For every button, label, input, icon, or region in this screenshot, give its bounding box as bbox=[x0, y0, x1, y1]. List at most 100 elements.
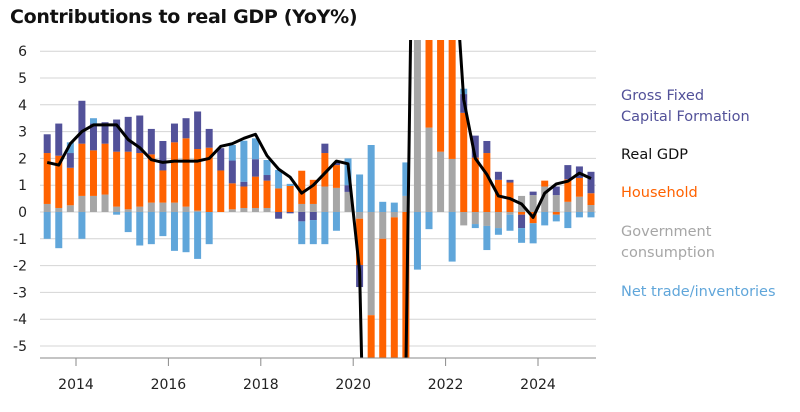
x-tick-label: 2014 bbox=[58, 377, 94, 393]
bar-segment-household bbox=[43, 153, 51, 204]
bar-segment-gross-fixed-capital-formation bbox=[66, 153, 74, 168]
bar-segment-household bbox=[564, 179, 572, 202]
bar-segment-net-trade-inventories bbox=[356, 174, 364, 212]
legend-household: Household bbox=[621, 183, 698, 204]
y-tick-label: -5 bbox=[13, 339, 27, 355]
bar-segment-gross-fixed-capital-formation bbox=[101, 122, 109, 144]
bar-segment-net-trade-inventories bbox=[575, 212, 583, 218]
real-gdp-line bbox=[46, 40, 592, 358]
bar-segment-government-consumption bbox=[506, 212, 514, 215]
bar-segment-gross-fixed-capital-formation bbox=[136, 115, 144, 154]
bar-segment-household bbox=[437, 40, 445, 152]
bar-segment-gross-fixed-capital-formation bbox=[43, 134, 51, 154]
bar-segment-household bbox=[471, 157, 479, 212]
bar-segment-household bbox=[518, 212, 526, 215]
legend-label-line: Government bbox=[621, 224, 712, 240]
legend-label-line: consumption bbox=[621, 245, 715, 261]
bar-segment-gross-fixed-capital-formation bbox=[344, 185, 352, 192]
bar-segment-government-consumption bbox=[170, 202, 178, 212]
bar-segment-household bbox=[332, 165, 340, 188]
bar-segment-net-trade-inventories bbox=[413, 212, 421, 270]
y-tick-label: 0 bbox=[18, 205, 27, 221]
bar-segment-gross-fixed-capital-formation bbox=[506, 179, 514, 183]
bar-segment-government-consumption bbox=[344, 191, 352, 212]
bar-segment-government-consumption bbox=[159, 202, 167, 212]
bar-segment-government-consumption bbox=[78, 195, 86, 212]
y-tick-label: -2 bbox=[13, 259, 27, 275]
y-tick-label: 4 bbox=[18, 98, 27, 114]
bar-segment-gross-fixed-capital-formation bbox=[217, 148, 225, 171]
bar-segment-household bbox=[170, 142, 178, 203]
bar-segment-net-trade-inventories bbox=[124, 212, 132, 233]
bar-segment-gross-fixed-capital-formation bbox=[78, 100, 86, 144]
x-axis: 2014 2016 2018 2020 2022 2024 bbox=[40, 357, 596, 393]
bar-segment-household bbox=[298, 170, 306, 204]
bar-segment-government-consumption bbox=[55, 207, 63, 212]
bar-segment-gross-fixed-capital-formation bbox=[113, 119, 121, 152]
bar-segment-gross-fixed-capital-formation bbox=[587, 171, 595, 194]
gridlines bbox=[40, 50, 596, 347]
bar-segment-net-trade-inventories bbox=[332, 212, 340, 231]
legend-real-gdp: Real GDP bbox=[621, 145, 688, 166]
bar-segment-net-trade-inventories bbox=[147, 212, 155, 245]
bars bbox=[43, 40, 595, 402]
bar-segment-household bbox=[89, 150, 97, 196]
bar-segment-government-consumption bbox=[101, 194, 109, 212]
bar-segment-government-consumption bbox=[43, 203, 51, 212]
bar-segment-government-consumption bbox=[587, 205, 595, 212]
legend-label-line: Capital Formation bbox=[621, 109, 750, 125]
bar-segment-net-trade-inventories bbox=[494, 228, 502, 235]
bar-segment-government-consumption bbox=[309, 203, 317, 212]
bar-segment-net-trade-inventories bbox=[471, 224, 479, 229]
bar-segment-government-consumption bbox=[147, 202, 155, 212]
bar-segment-household bbox=[66, 167, 74, 206]
bar-segment-household bbox=[124, 151, 132, 210]
bar-segment-government-consumption bbox=[298, 203, 306, 212]
bar-segment-government-consumption bbox=[529, 195, 537, 212]
bar-segment-government-consumption bbox=[332, 187, 340, 212]
bar-segment-household bbox=[460, 112, 468, 212]
bar-segment-household bbox=[251, 176, 259, 208]
bar-segment-government-consumption bbox=[552, 195, 560, 212]
bar-segment-government-consumption bbox=[390, 212, 398, 218]
bar-segment-household bbox=[356, 218, 364, 266]
bar-segment-government-consumption bbox=[494, 212, 502, 229]
bar-segment-household bbox=[228, 183, 236, 210]
bar-segment-government-consumption bbox=[425, 127, 433, 212]
bar-segment-government-consumption bbox=[564, 201, 572, 212]
bar-segment-net-trade-inventories bbox=[78, 212, 86, 239]
bar-segment-net-trade-inventories bbox=[552, 214, 560, 222]
bar-segment-gross-fixed-capital-formation bbox=[251, 159, 259, 177]
bar-segment-government-consumption bbox=[66, 205, 74, 212]
bar-segment-gross-fixed-capital-formation bbox=[321, 143, 329, 154]
bar-segment-gross-fixed-capital-formation bbox=[240, 181, 248, 187]
bar-segment-gross-fixed-capital-formation bbox=[483, 140, 491, 154]
bar-segment-government-consumption bbox=[448, 158, 456, 212]
bar-segment-net-trade-inventories bbox=[170, 212, 178, 251]
bar-segment-gross-fixed-capital-formation bbox=[518, 214, 526, 229]
bar-segment-gross-fixed-capital-formation bbox=[182, 118, 190, 139]
legend-government-consumption: Government consumption bbox=[621, 222, 715, 264]
bar-segment-government-consumption bbox=[379, 212, 387, 239]
bar-segment-gross-fixed-capital-formation bbox=[391, 378, 398, 402]
bar-segment-household bbox=[113, 151, 121, 207]
bar-segment-government-consumption bbox=[136, 206, 144, 212]
legend-net-trade: Net trade/inventories bbox=[621, 282, 776, 303]
bar-segment-net-trade-inventories bbox=[66, 142, 74, 154]
bar-segment-government-consumption bbox=[541, 186, 549, 212]
bar-segment-net-trade-inventories bbox=[309, 220, 317, 245]
bar-segment-gross-fixed-capital-formation bbox=[263, 175, 271, 181]
legend-label-line: Real GDP bbox=[621, 147, 689, 163]
bar-segment-household bbox=[101, 143, 109, 195]
y-tick-label: -3 bbox=[13, 285, 27, 301]
bar-segment-net-trade-inventories bbox=[136, 212, 144, 246]
bar-segment-net-trade-inventories bbox=[518, 228, 526, 243]
bar-segment-household bbox=[483, 153, 491, 212]
bar-segment-government-consumption bbox=[228, 209, 236, 212]
chart-title: Contributions to real GDP (YoY%) bbox=[10, 6, 358, 28]
y-tick-label: -1 bbox=[13, 232, 27, 248]
bar-segment-government-consumption bbox=[263, 207, 271, 212]
bar-segment-household bbox=[425, 40, 433, 128]
bar-segment-household bbox=[390, 217, 398, 358]
